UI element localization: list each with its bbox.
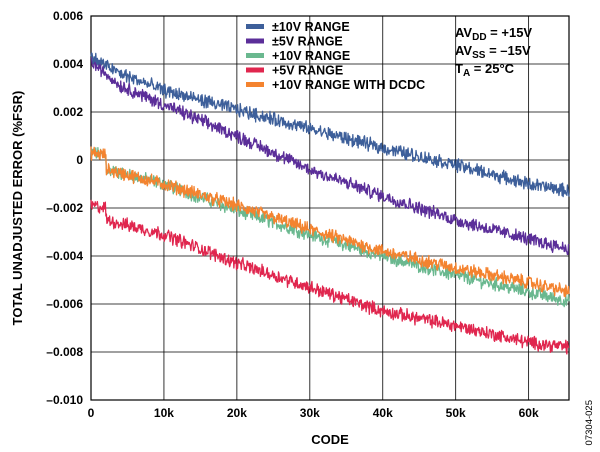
series-line [90, 199, 570, 355]
x-axis-title: CODE [311, 432, 349, 447]
y-tick-label: –0.006 [46, 297, 83, 311]
avdd-condition: AVDD = +15V [455, 25, 532, 43]
tick-labels: 0 10k 20k 30k 40k 50k 60k 0.006 0.004 0.002 0 –0.00… [46, 9, 539, 420]
legend-swatch [246, 24, 264, 29]
legend-swatch [246, 82, 264, 87]
legend-label: +10V RANGE WITH DCDC [272, 78, 425, 92]
ta-condition: TA = 25°C [455, 61, 515, 79]
y-axis-title: TOTAL UNADJUSTED ERROR (%FSR) [10, 91, 25, 326]
legend-label: +10V RANGE [272, 49, 350, 63]
x-tick-label: 0 [88, 406, 95, 420]
legend-label: +5V RANGE [272, 64, 343, 78]
y-tick-label: 0 [76, 153, 83, 167]
avss-condition: AVSS = –15V [455, 43, 531, 61]
x-tick-label: 30k [300, 406, 320, 420]
series-line [90, 52, 570, 198]
legend-label: ±10V RANGE [272, 20, 350, 34]
x-tick-label: 40k [373, 406, 393, 420]
series-line [90, 57, 570, 256]
x-tick-label: 10k [154, 406, 174, 420]
figure-number: 07304-025 [584, 400, 595, 445]
y-tick-label: 0.002 [53, 105, 83, 119]
legend-swatch [246, 67, 264, 73]
y-tick-label: –0.004 [46, 249, 83, 263]
y-tick-label: –0.008 [46, 345, 83, 359]
legend-label: ±5V RANGE [272, 35, 343, 49]
x-tick-label: 20k [227, 406, 247, 420]
legend: ±10V RANGE±5V RANGE+10V RANGE+5V RANGE+1… [246, 20, 425, 92]
y-tick-label: –0.002 [46, 201, 83, 215]
conditions-block: AVDD = +15V AVSS = –15V TA = 25°C [455, 25, 532, 79]
legend-swatch [246, 38, 264, 44]
series-line [90, 146, 570, 298]
legend-swatch [246, 53, 264, 58]
series-layer [90, 52, 570, 355]
y-tick-label: 0.004 [53, 57, 83, 71]
y-tick-label: 0.006 [53, 9, 83, 23]
x-tick-label: 50k [446, 406, 466, 420]
x-tick-label: 60k [519, 406, 539, 420]
y-tick-label: –0.010 [46, 393, 83, 407]
